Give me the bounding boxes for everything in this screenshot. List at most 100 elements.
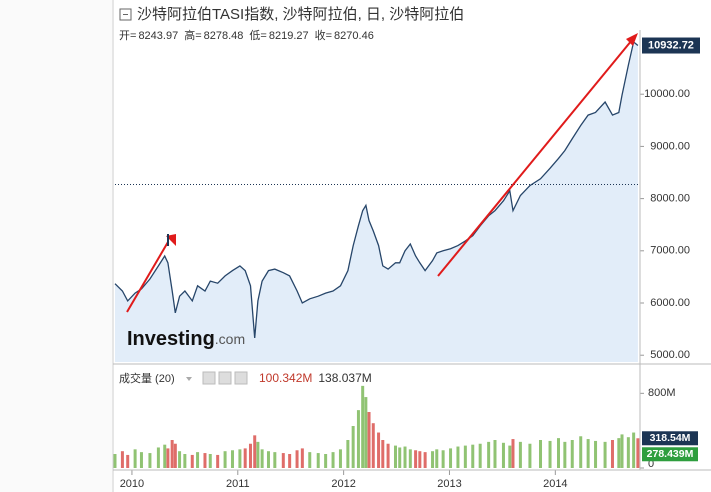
ohlc-row: 开= 8243.97 高= 8278.48 低= 8219.27 收= 8270.46 [119,28,374,42]
volume-bar [256,441,260,468]
volume-bar [371,423,375,468]
volume-bar [414,450,418,468]
volume-bar [456,446,460,468]
volume-bar [120,451,124,468]
collapse-icon[interactable] [119,8,132,21]
volume-bar [626,437,630,468]
volume-bar [408,449,412,468]
volume-bar [493,440,497,468]
volume-bar [260,449,264,468]
ohlc-text: 开= 8243.97 高= 8278.48 低= 8219.27 收= 8270.46 [119,28,374,42]
volume-bar [579,436,583,468]
volume-bar [423,452,427,468]
x-tick-label: 2011 [226,478,250,490]
volume-bar [398,447,402,468]
volume-marker-label: 318.54M [650,432,691,444]
watermark-main: Investing [127,328,215,350]
settings-icon[interactable] [202,371,216,385]
left-strip [0,0,112,492]
ohlc-value: 8219.27 [269,30,309,42]
dropdown-icon[interactable] [186,377,192,381]
volume-bar [563,441,567,468]
volume-marker-box [642,447,698,462]
volume-bar [113,454,117,468]
volume-bar [548,440,552,468]
volume-bar [511,439,515,468]
y-tick-label: 5000.00 [650,349,690,361]
volume-bar [253,435,257,468]
volume-bar [266,451,270,468]
volume-bar [570,440,574,468]
ohlc-value: 8243.97 [138,30,178,42]
volume-bar [603,441,607,468]
volume-bar [324,454,328,468]
close-icon[interactable] [234,371,248,385]
chart-title: 沙特阿拉伯TASI指数, 沙特阿拉伯, 日, 沙特阿拉伯 [137,6,464,23]
volume-legend-value: 138.037M [318,371,371,385]
last-price-box [642,37,700,54]
volume-bar [223,451,227,468]
area [115,42,638,362]
volume-bar [308,452,312,468]
volume-bar [248,443,252,468]
volume-bar [556,438,560,468]
volume-bar [238,449,242,468]
volume-bar [610,440,614,468]
volume-bar [449,448,453,468]
volume-bar [377,432,381,468]
volume-bar [463,445,467,468]
x-tick-label: 2012 [331,478,355,490]
ohlc-value: 8278.48 [204,30,244,42]
volume-bar [170,440,174,468]
y-tick-label: 7000.00 [650,245,690,257]
watermark-suffix: .com [215,331,245,347]
y-tick-label: 6000.00 [650,297,690,309]
volume-bar [133,449,137,468]
volume-bar [636,438,640,468]
volume-bar [361,385,365,468]
volume-bar [295,450,299,468]
volume-tick-label: 800M [648,387,676,399]
volume-bar [501,442,505,468]
volume-bar [471,444,475,468]
ohlc-key: 高= [184,28,201,42]
volume-bar [139,452,143,468]
volume-bar [586,439,590,468]
volume-bar [351,426,355,468]
y-tick-label: 10000.00 [644,88,690,100]
volume-label: 成交量 (20) [119,371,175,385]
watermark: Investing.com [127,328,245,350]
trend-arrow [126,241,169,313]
settings-icon[interactable] [218,371,232,385]
volume-bar [216,454,220,468]
volume-bar [487,441,491,468]
x-tick-label: 2013 [437,478,461,490]
volume-bar [620,434,624,468]
arrow-head [626,33,638,46]
volume-bar [418,451,422,468]
volume-bar [528,443,532,468]
volume-bar [356,410,360,468]
volume-bar [403,446,407,468]
volume-bar [243,448,247,468]
ohlc-key: 开= [119,30,136,42]
volume-bar [316,453,320,468]
volume-bar [478,443,482,468]
volume-bar [346,440,350,468]
volume-bar [367,412,371,468]
volume-bar [441,450,445,468]
volume-legend-value: 100.342M [259,371,312,385]
volume-bar [203,453,207,468]
y-tick-label: 9000.00 [650,140,690,152]
ohlc-key: 低= [249,29,266,42]
volume-bar [393,445,397,468]
volume-bar [190,454,194,468]
volume-bar [230,450,234,468]
volume-bar [163,444,167,468]
volume-bar [148,453,152,468]
volume-bar [300,448,304,468]
volume-bar [539,440,543,468]
volume-bar [178,451,182,468]
price-line [114,40,639,339]
volume-bar [617,438,621,468]
